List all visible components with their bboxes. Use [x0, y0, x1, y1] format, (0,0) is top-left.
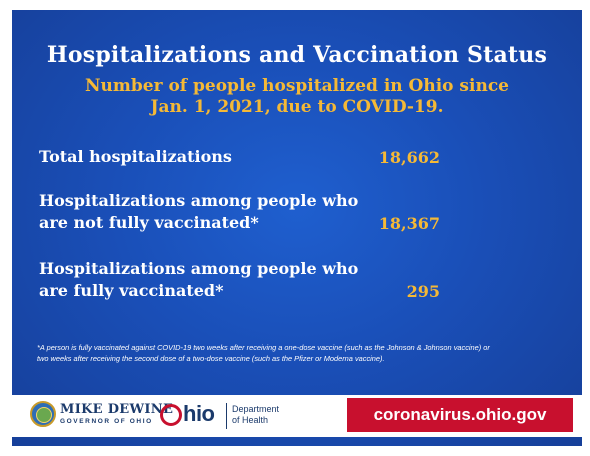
ohio-logo-o-icon	[160, 404, 182, 426]
website-link[interactable]: coronavirus.ohio.gov	[347, 398, 573, 432]
row-label-not-vaccinated: Hospitalizations among people who are no…	[39, 190, 358, 234]
row-label-line: Hospitalizations among people who	[39, 191, 359, 210]
subtitle: Number of people hospitalized in Ohio si…	[12, 76, 582, 118]
governor-title: GOVERNOR OF OHIO	[60, 418, 153, 425]
row-value-not-vaccinated: 18,367	[378, 214, 440, 233]
infographic-card: Hospitalizations and Vaccination Status …	[12, 10, 582, 446]
footnote-line-2: two weeks after receiving the second dos…	[37, 354, 385, 363]
row-value-vaccinated: 295	[406, 282, 440, 301]
governor-name: MIKE DEWINE	[60, 402, 174, 417]
footer-bar: MIKE DEWINE GOVERNOR OF OHIO hio Departm…	[12, 395, 582, 437]
department-line-2: of Health	[232, 415, 269, 425]
subtitle-line-1: Number of people hospitalized in Ohio si…	[84, 76, 509, 96]
ohio-seal-icon	[30, 401, 56, 427]
page-title: Hospitalizations and Vaccination Status	[46, 42, 548, 68]
ohio-logo: hio	[160, 401, 222, 430]
row-label-line: are not fully vaccinated*	[39, 213, 259, 232]
department-line-1: Department	[232, 404, 280, 414]
row-label-vaccinated: Hospitalizations among people who are fu…	[39, 258, 358, 302]
department-label: Department of Health	[232, 404, 279, 426]
subtitle-line-2: Jan. 1, 2021, due to COVID-19.	[150, 97, 444, 117]
footnote: *A person is fully vaccinated against CO…	[37, 342, 567, 364]
ohio-logo-text: hio	[183, 401, 215, 426]
logo-divider	[226, 403, 227, 429]
row-value-total: 18,662	[378, 148, 440, 167]
row-label-total: Total hospitalizations	[39, 146, 232, 168]
row-label-line: are fully vaccinated*	[39, 281, 224, 300]
row-label-line: Hospitalizations among people who	[39, 259, 359, 278]
footnote-line-1: *A person is fully vaccinated against CO…	[37, 343, 490, 352]
row-label-line: Total hospitalizations	[39, 147, 232, 166]
